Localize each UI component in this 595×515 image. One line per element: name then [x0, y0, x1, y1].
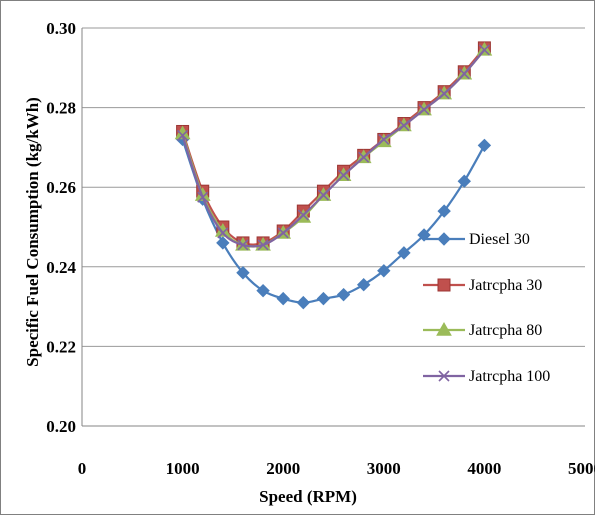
y-tick-label: 0.20: [46, 417, 76, 436]
legend-label: Jatrcpha 30: [469, 277, 542, 294]
legend-label: Jatrcpha 80: [469, 322, 542, 339]
y-tick-label: 0.22: [46, 337, 76, 356]
gridlines: [82, 27, 585, 347]
data-point: [457, 174, 471, 188]
data-point: [316, 291, 331, 306]
data-point: [397, 246, 411, 260]
data-point: [276, 291, 290, 306]
data-point: [177, 129, 189, 142]
x-tick-label: 5000: [568, 459, 595, 478]
data-point: [336, 287, 351, 302]
x-axis-title: Speed (RPM): [259, 487, 357, 506]
y-tick-label: 0.30: [46, 19, 76, 38]
data-point: [398, 119, 410, 132]
data-point: [277, 227, 289, 239]
legend-marker: [437, 278, 451, 292]
data-point: [217, 227, 229, 239]
data-point: [257, 239, 269, 251]
legend-item: Jatrcpha 30: [423, 277, 542, 294]
series-line: [181, 47, 486, 246]
y-axis-title: Specific Fuel Consumption (kg/kWh): [23, 97, 42, 367]
x-tick-label: 1000: [166, 459, 200, 478]
data-point: [337, 169, 350, 181]
data-point: [437, 204, 451, 218]
y-tick-label: 0.28: [46, 99, 76, 118]
data-point: [216, 236, 230, 250]
data-point: [297, 209, 309, 221]
y-tick-label: 0.24: [46, 258, 76, 277]
data-point: [256, 283, 270, 298]
y-tick-label: 0.26: [46, 178, 76, 197]
x-tick-labels: 0 1000 2000 3000 4000 5000: [78, 459, 595, 478]
x-tick-label: 3000: [367, 459, 401, 478]
y-tick-labels: 0.20 0.22 0.24 0.26 0.28 0.30: [46, 19, 76, 436]
data-point: [358, 151, 370, 163]
data-point: [356, 278, 371, 292]
data-point: [237, 239, 249, 251]
legend-marker: [437, 232, 451, 246]
data-point: [236, 266, 250, 280]
series-jatrcpha-100: [177, 44, 490, 251]
axes: [81, 28, 585, 427]
legend-item: Diesel 30: [423, 231, 530, 248]
x-tick-label: 0: [78, 459, 87, 478]
data-point: [418, 104, 430, 116]
data-point: [378, 133, 390, 146]
legend: Diesel 30 Jatrcpha 30 Jatrcpha 80 Jatrcpha …: [423, 231, 550, 385]
data-point: [477, 138, 492, 153]
data-point: [478, 44, 490, 56]
legend-item: Jatrcpha 80: [423, 321, 542, 339]
legend-marker: [438, 370, 450, 382]
legend-label: Jatrcpha 100: [469, 368, 550, 385]
x-tick-label: 4000: [467, 459, 501, 478]
legend-marker: [436, 321, 452, 336]
data-point: [296, 295, 311, 310]
series: [174, 41, 493, 310]
data-point: [377, 264, 391, 278]
legend-item: Jatrcpha 100: [423, 368, 550, 385]
data-point: [458, 68, 470, 80]
x-tick-label: 2000: [266, 459, 300, 478]
series-line: [181, 49, 486, 248]
data-point: [317, 189, 330, 201]
series-line: [181, 139, 486, 304]
data-point: [197, 191, 209, 203]
legend-label: Diesel 30: [469, 231, 530, 248]
data-point: [438, 88, 450, 100]
